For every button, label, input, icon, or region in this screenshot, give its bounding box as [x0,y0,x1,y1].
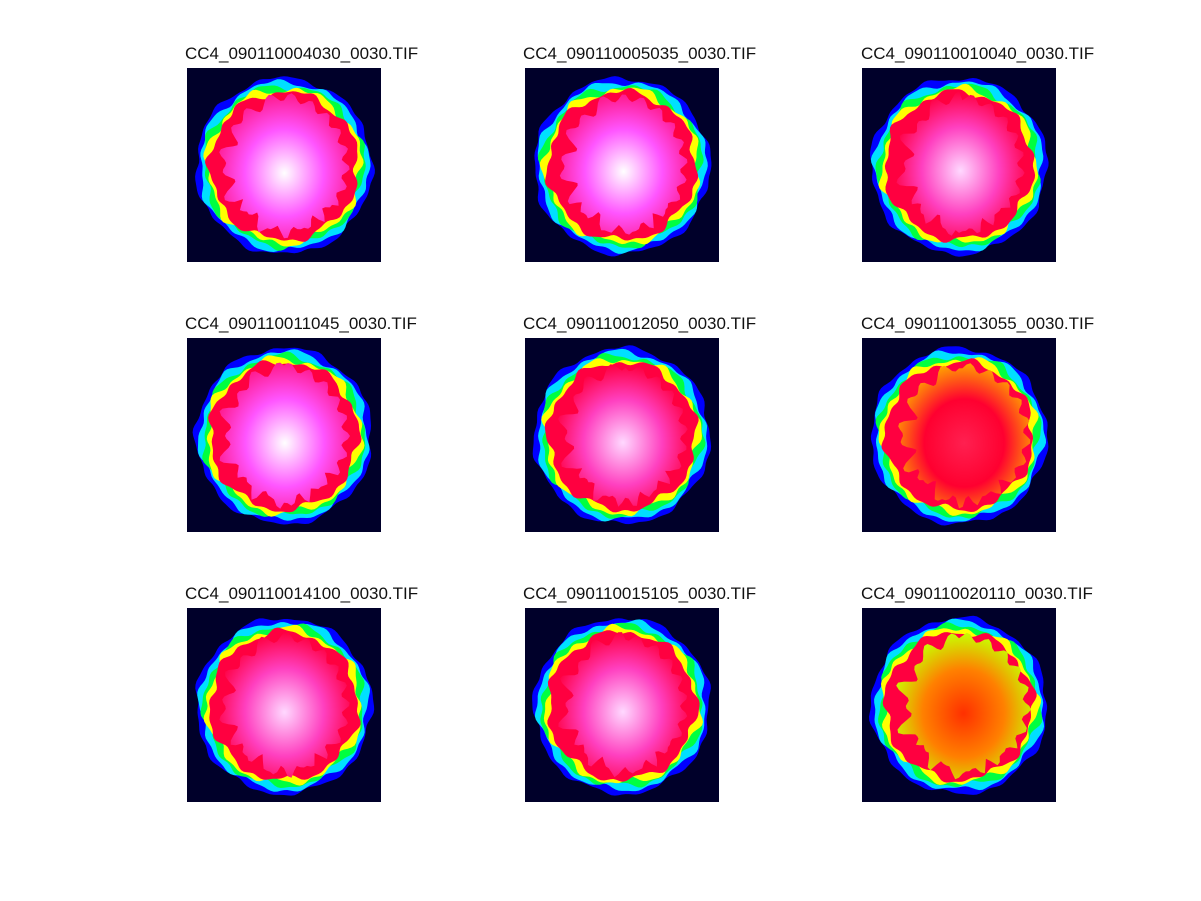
panel-title-2: CC4_090110005035_0030.TIF [523,44,757,63]
thermal-disc [525,68,719,262]
panel-title-9: CC4_090110020110_0030.TIF [861,584,1093,603]
thermal-image-8 [525,608,719,802]
panel-title-3: CC4_090110010040_0030.TIF [861,44,1095,63]
thermal-image-2 [525,68,719,262]
thermal-image-5 [525,338,719,532]
thermal-image-6 [862,338,1056,532]
panel-title-8: CC4_090110015105_0030.TIF [523,584,757,603]
thermal-image-3 [862,68,1056,262]
thermal-disc [862,608,1056,802]
thermal-image-4 [187,338,381,532]
panel-title-5: CC4_090110012050_0030.TIF [523,314,757,333]
panel-title-4: CC4_090110011045_0030.TIF [185,314,417,333]
thermal-disc [187,338,381,532]
thermal-image-7 [187,608,381,802]
panel-title-7: CC4_090110014100_0030.TIF [185,584,419,603]
thermal-disc [862,68,1056,262]
thermal-disc [525,338,719,532]
thermal-disc [862,338,1056,532]
panel-title-6: CC4_090110013055_0030.TIF [861,314,1095,333]
thermal-image-9 [862,608,1056,802]
thermal-disc [525,608,719,802]
thermal-disc [187,608,381,802]
thermal-disc [187,68,381,262]
panel-title-1: CC4_090110004030_0030.TIF [185,44,419,63]
thermal-image-1 [187,68,381,262]
